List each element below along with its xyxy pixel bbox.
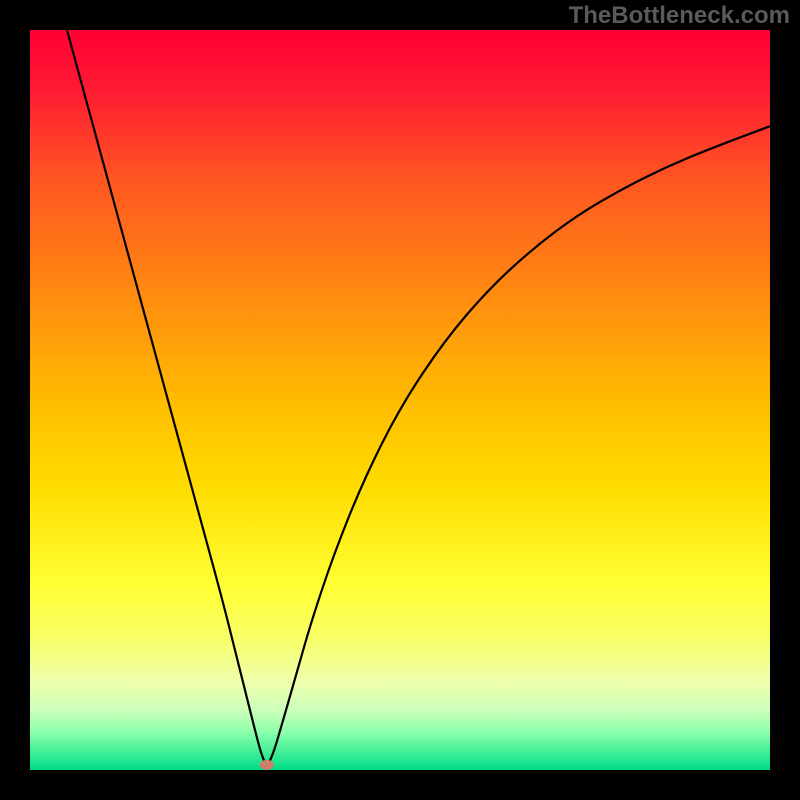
bottleneck-chart xyxy=(0,0,800,800)
watermark-text: TheBottleneck.com xyxy=(569,2,790,30)
optimum-marker xyxy=(260,760,274,770)
plot-background xyxy=(30,30,770,770)
